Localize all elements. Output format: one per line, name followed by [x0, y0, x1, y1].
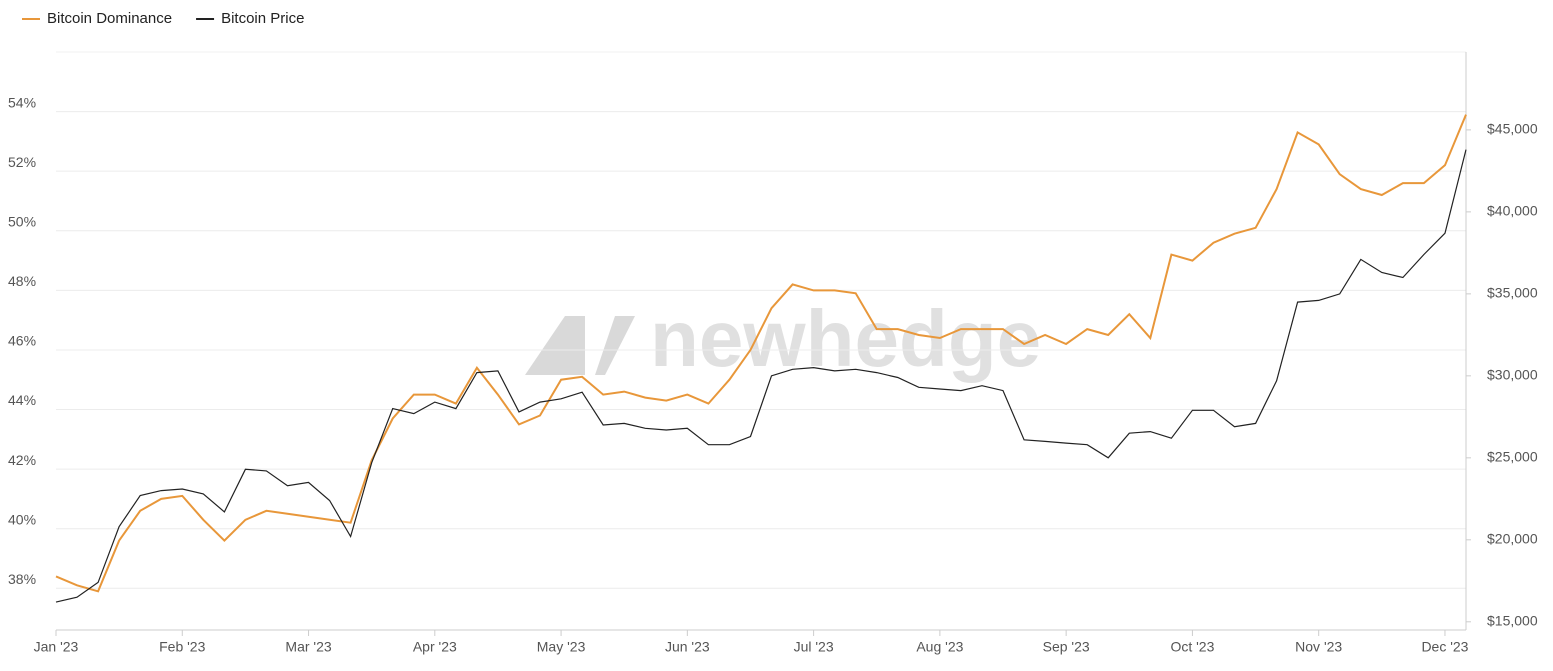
y-tick-label: 52% — [8, 154, 36, 170]
x-tick-label: Oct '23 — [1170, 639, 1214, 655]
y-tick-label: 38% — [8, 571, 36, 587]
y-tick-label: 44% — [8, 392, 36, 408]
watermark: newhedge — [650, 294, 1041, 383]
x-tick-label: Mar '23 — [285, 639, 331, 655]
y2-tick-label: $35,000 — [1487, 285, 1538, 301]
x-tick-label: Aug '23 — [916, 639, 963, 655]
x-tick-label: Nov '23 — [1295, 639, 1342, 655]
y2-tick-label: $30,000 — [1487, 367, 1538, 383]
x-tick-label: Dec '23 — [1421, 639, 1468, 655]
watermark-logo — [525, 316, 635, 375]
series-line — [55, 114, 1467, 593]
y-tick-label: 42% — [8, 452, 36, 468]
legend-label: Bitcoin Price — [221, 10, 304, 27]
y-tick-label: 48% — [8, 273, 36, 289]
x-tick-label: Sep '23 — [1043, 639, 1090, 655]
legend-label: Bitcoin Dominance — [47, 10, 172, 27]
x-tick-label: Jun '23 — [665, 639, 710, 655]
x-tick-label: Jul '23 — [794, 639, 834, 655]
y-tick-label: 46% — [8, 333, 36, 349]
y2-tick-label: $45,000 — [1487, 121, 1538, 137]
x-tick-label: May '23 — [537, 639, 586, 655]
y2-tick-label: $40,000 — [1487, 203, 1538, 219]
y-tick-label: 54% — [8, 94, 36, 110]
y-tick-label: 50% — [8, 213, 36, 229]
x-tick-label: Jan '23 — [34, 639, 79, 655]
y-tick-label: 40% — [8, 511, 36, 527]
x-tick-label: Feb '23 — [159, 639, 205, 655]
y2-tick-label: $15,000 — [1487, 613, 1538, 629]
series-line — [55, 149, 1467, 603]
y2-tick-label: $20,000 — [1487, 531, 1538, 547]
y2-tick-label: $25,000 — [1487, 449, 1538, 465]
x-tick-label: Apr '23 — [413, 639, 457, 655]
